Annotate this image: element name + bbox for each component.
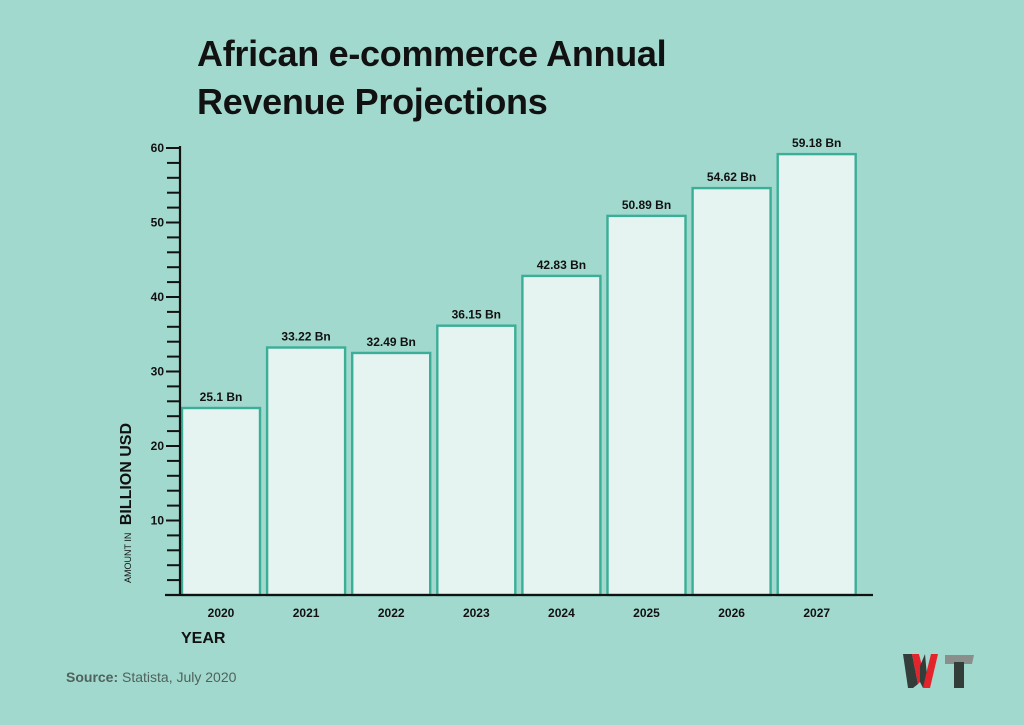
logo-t-stem — [954, 662, 964, 688]
y-tick-label: 20 — [151, 439, 165, 453]
logo-w-left — [903, 654, 918, 688]
y-tick-label: 30 — [151, 365, 165, 379]
y-axis-title-main: BILLION USD — [118, 423, 135, 525]
x-tick-label: 2026 — [718, 606, 745, 620]
source-note: Source: Statista, July 2020 — [66, 669, 236, 685]
bar-2025 — [606, 214, 687, 597]
x-tick-label: 2023 — [463, 606, 490, 620]
chart-title: African e-commerce Annual Revenue Projec… — [197, 30, 667, 126]
x-tick-label: 2027 — [803, 606, 830, 620]
y-tick-label: 40 — [151, 290, 165, 304]
y-tick-label: 50 — [151, 216, 165, 230]
wt-logo — [903, 654, 974, 688]
bar-2022 — [351, 351, 432, 597]
data-label: 25.1 Bn — [200, 390, 243, 404]
data-label: 42.83 Bn — [537, 258, 586, 272]
data-label: 33.22 Bn — [281, 330, 330, 344]
x-tick-label: 2020 — [208, 606, 235, 620]
title-line-1: African e-commerce Annual — [197, 33, 667, 74]
y-axis-title: AMOUNT IN BILLION USD — [118, 423, 135, 583]
y-axis-title-prefix: AMOUNT IN — [123, 533, 133, 583]
x-tick-label: 2025 — [633, 606, 660, 620]
bar-2023 — [436, 324, 517, 597]
source-text: Statista, July 2020 — [118, 669, 237, 685]
x-axis-title: YEAR — [181, 630, 226, 647]
logo-t-bar — [945, 655, 974, 664]
data-label: 59.18 Bn — [792, 136, 841, 150]
bar-2021 — [265, 346, 347, 597]
x-tick-label: 2024 — [548, 606, 575, 620]
data-label: 50.89 Bn — [622, 198, 671, 212]
logo-w-right — [923, 654, 938, 688]
x-tick-label: 2022 — [378, 606, 405, 620]
source-label: Source: — [66, 669, 119, 685]
y-tick-label: 60 — [151, 141, 165, 155]
bar-2026 — [691, 186, 772, 597]
data-label: 36.15 Bn — [452, 308, 501, 322]
y-tick-label: 10 — [151, 514, 165, 528]
data-label: 54.62 Bn — [707, 170, 756, 184]
data-label: 32.49 Bn — [367, 335, 416, 349]
title-line-2: Revenue Projections — [197, 81, 548, 122]
x-tick-label: 2021 — [293, 606, 320, 620]
bar-2024 — [521, 274, 602, 597]
bar-2020 — [180, 406, 262, 597]
bar-2027 — [776, 152, 857, 597]
